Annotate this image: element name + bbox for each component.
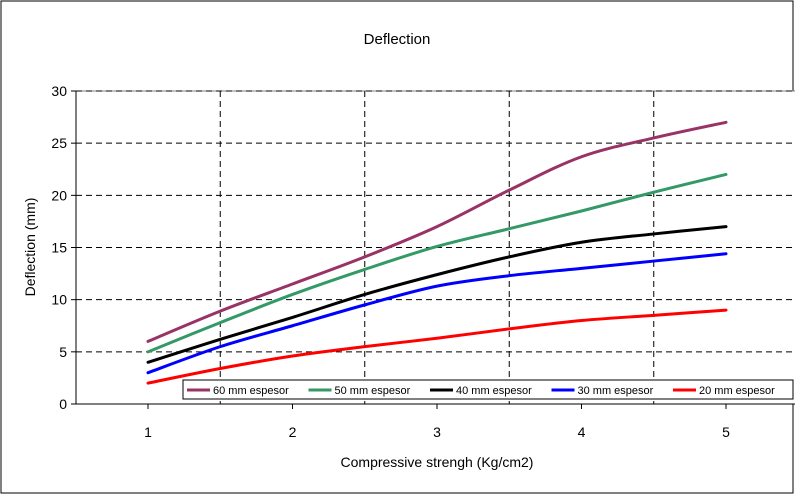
legend-label: 20 mm espesor xyxy=(699,385,775,397)
legend-box xyxy=(182,379,794,400)
series-line-2 xyxy=(146,172,728,354)
x-axis-title: Compressive strengh (Kg/cm2) xyxy=(341,454,534,470)
legend: 60 mm espesor 50 mm espesor 40 mm espesor 3… xyxy=(182,379,794,400)
legend-label: 50 mm espesor xyxy=(335,385,411,397)
axes xyxy=(71,90,795,409)
tick-labels: 0 5 10 15 20 25 30 1 2 3 4 5 xyxy=(51,83,730,440)
y-tick-label: 10 xyxy=(51,292,67,308)
grid-lines xyxy=(76,90,795,404)
legend-items: 60 mm espesor 50 mm espesor 40 mm espesor 3… xyxy=(187,385,775,397)
series-line-1 xyxy=(146,120,728,343)
y-tick-label: 20 xyxy=(51,187,67,203)
y-tick-label: 0 xyxy=(59,396,67,412)
legend-item: 60 mm espesor xyxy=(187,385,289,397)
x-tick-label: 1 xyxy=(144,424,152,440)
y-tick-label: 15 xyxy=(51,240,67,256)
series-line-4 xyxy=(146,252,728,375)
legend-label: 30 mm espesor xyxy=(578,385,654,397)
legend-label: 60 mm espesor xyxy=(213,385,289,397)
y-axis-title: Deflection (mm) xyxy=(22,198,38,297)
y-tick-label: 30 xyxy=(51,83,67,99)
legend-item: 30 mm espesor xyxy=(551,385,654,397)
x-tick-label: 5 xyxy=(722,424,730,440)
series-line-3 xyxy=(146,225,728,364)
x-tick-label: 3 xyxy=(433,424,441,440)
y-tick-label: 25 xyxy=(51,135,67,151)
x-tick-label: 4 xyxy=(578,424,586,440)
legend-item: 40 mm espesor xyxy=(430,385,532,397)
legend-item: 50 mm espesor xyxy=(308,385,411,397)
x-tick-label: 2 xyxy=(289,424,297,440)
legend-label: 40 mm espesor xyxy=(456,385,532,397)
legend-item: 20 mm espesor xyxy=(673,385,775,397)
y-tick-label: 5 xyxy=(59,344,67,360)
chart-title: Deflection xyxy=(364,31,431,48)
series-lines xyxy=(146,120,728,385)
series-line-5 xyxy=(146,308,728,385)
